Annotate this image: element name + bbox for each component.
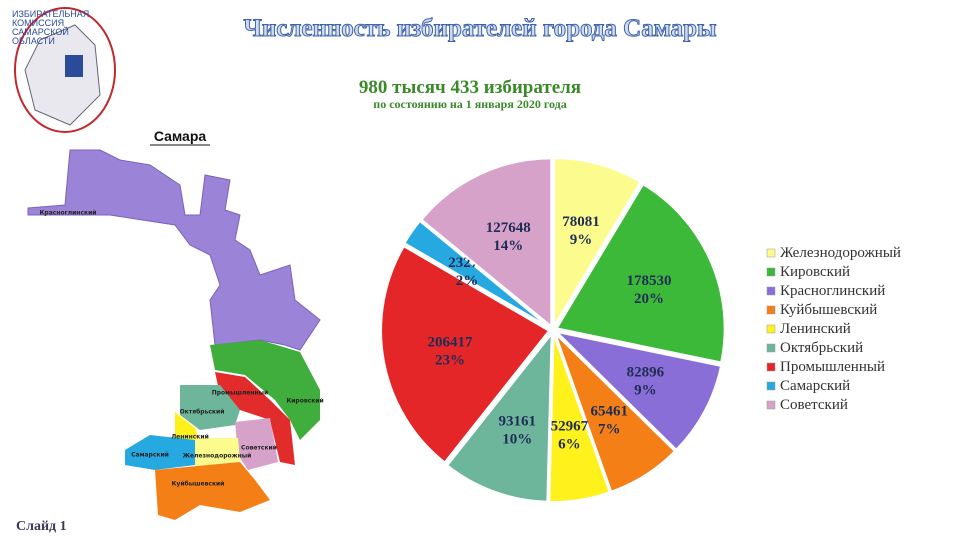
- pie-slice: [553, 330, 723, 452]
- map-district: [195, 438, 240, 468]
- value-label: 78081: [562, 214, 600, 230]
- value-label: 65461: [591, 403, 629, 419]
- legend-label: Промышленный: [780, 359, 885, 375]
- logo-text: КОМИССИЯ: [12, 18, 64, 28]
- legend-swatch: [766, 286, 776, 296]
- logo-text: ИЗБИРАТЕЛЬНАЯ: [12, 9, 89, 19]
- chart-subtitle: по состоянию на 1 января 2020 года: [373, 97, 566, 111]
- map-district: [235, 418, 278, 470]
- legend-label: Ленинский: [780, 321, 851, 337]
- map-district: [125, 435, 195, 470]
- legend-label: Куйбышевский: [780, 302, 877, 318]
- map-district: [180, 385, 240, 430]
- pie-slice: [403, 219, 551, 329]
- percent-label: 23%: [435, 352, 465, 368]
- map-district: [27, 149, 321, 351]
- value-label: 178530: [626, 273, 671, 289]
- percent-label: 2%: [456, 273, 479, 289]
- map-label: Промышленный: [212, 390, 269, 397]
- legend-label: Железнодорожный: [780, 245, 901, 261]
- legend-label: Советский: [780, 397, 848, 413]
- value-label: 93161: [499, 414, 537, 430]
- legend-swatch: [766, 343, 776, 353]
- value-label: 127648: [486, 220, 531, 236]
- pie-slice: [420, 157, 553, 329]
- legend-label: Кировский: [780, 264, 850, 280]
- legend-label: Самарский: [780, 378, 850, 394]
- legend-label: Красноглинский: [780, 283, 885, 299]
- legend-swatch: [766, 400, 776, 410]
- legend-label: Октябрьский: [780, 340, 863, 356]
- map-title: Самара: [154, 128, 207, 144]
- legend-swatch: [766, 267, 776, 277]
- map-label: Самарский: [131, 452, 169, 459]
- legend-swatch: [766, 305, 776, 315]
- percent-label: 10%: [502, 432, 532, 448]
- map-district: [175, 412, 200, 442]
- value-label: 52967: [551, 419, 589, 435]
- legend-swatch: [766, 362, 776, 372]
- chart-title: 980 тысяч 433 избирателя: [359, 77, 581, 98]
- logo-text: ОБЛАСТИ: [12, 36, 55, 46]
- pie-slice: [380, 244, 551, 464]
- value-label: 206417: [428, 334, 474, 350]
- pie: 78081 9% 178530 20% 82896 9% 65461 7% 52967 6% 931…: [380, 157, 726, 503]
- pie-slice: [554, 332, 677, 493]
- map-label: Советский: [241, 445, 277, 452]
- legend: Железнодорожный Кировский Красноглинский Ку…: [766, 245, 901, 413]
- map-district: [155, 462, 270, 520]
- map-label: Октябрьский: [180, 409, 225, 416]
- map-label: Куйбышевский: [172, 481, 225, 488]
- value-label: 82896: [627, 364, 665, 380]
- slide-number: Слайд 1: [16, 519, 67, 534]
- pie-slice: [555, 182, 726, 364]
- logo-region: [24, 24, 101, 126]
- logo: ИЗБИРАТЕЛЬНАЯ КОМИССИЯ САМАРСКОЙ ОБЛАСТИ: [12, 7, 116, 133]
- percent-label: 14%: [493, 238, 523, 254]
- percent-label: 7%: [598, 421, 621, 437]
- map-label: Красноглинский: [40, 210, 97, 217]
- map: Самара Красноглинский Кировский Промышле…: [27, 128, 324, 520]
- logo-text: САМАРСКОЙ: [12, 26, 69, 37]
- map-district: [210, 340, 320, 440]
- legend-swatch: [766, 248, 776, 258]
- map-label: Ленинский: [171, 434, 209, 441]
- slide-title: Численность избирателей города Самары: [243, 15, 716, 42]
- logo-emblem: [65, 55, 83, 77]
- legend-swatch: [766, 324, 776, 334]
- percent-label: 20%: [634, 291, 664, 307]
- map-label: Кировский: [286, 398, 323, 405]
- pie-slice: [548, 333, 612, 503]
- pie-slice: [445, 330, 553, 503]
- percent-label: 9%: [570, 232, 593, 248]
- percent-label: 6%: [558, 437, 581, 453]
- map-district: [215, 372, 295, 465]
- legend-swatch: [766, 381, 776, 391]
- percent-label: 9%: [634, 382, 657, 398]
- pie-slice: [553, 157, 642, 330]
- logo-ring: [14, 7, 116, 133]
- map-label: Железнодорожный: [183, 453, 252, 460]
